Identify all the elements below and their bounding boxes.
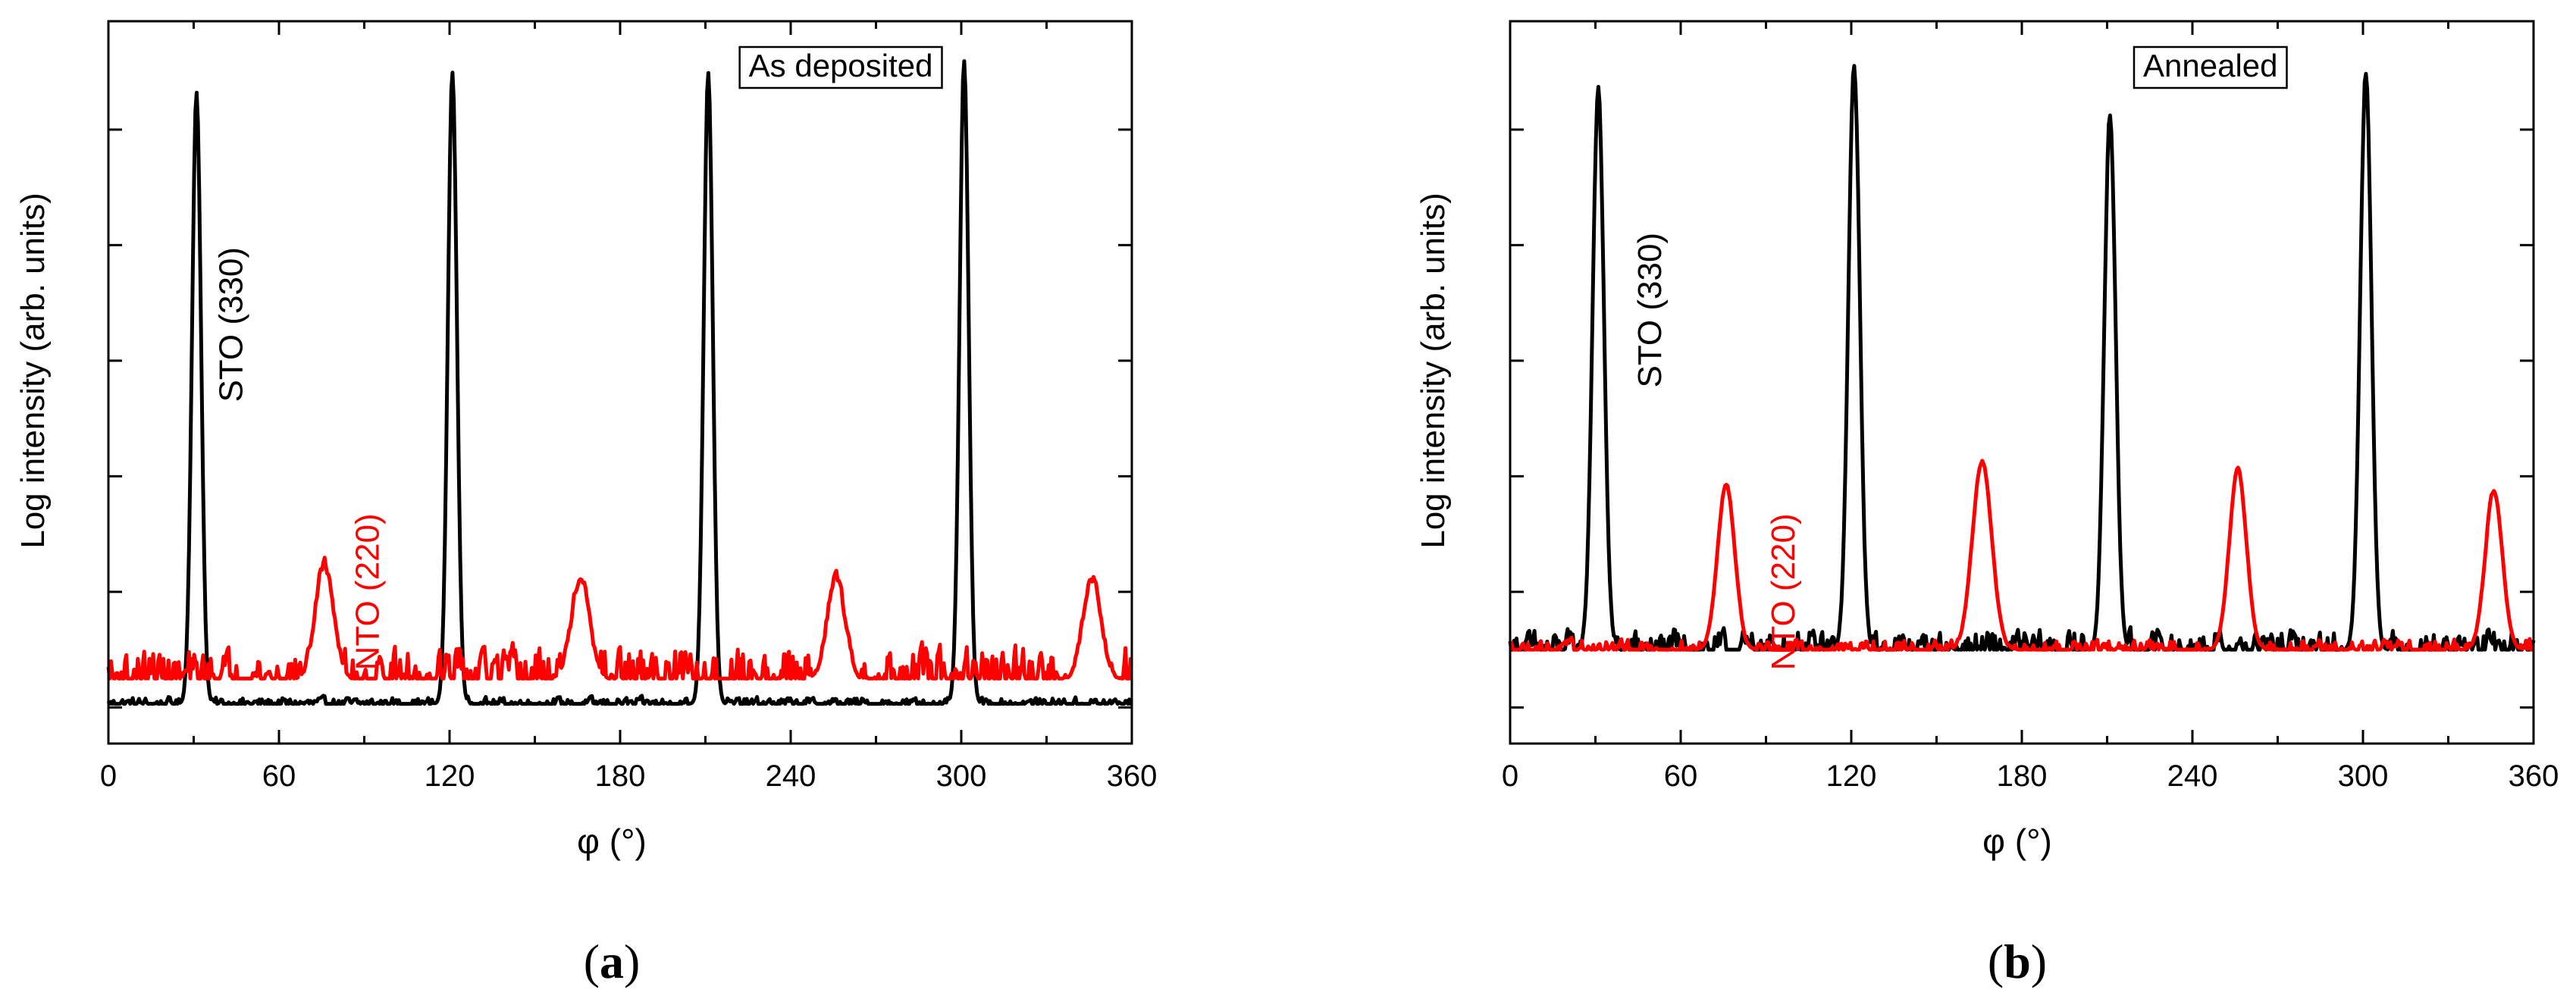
- annotation-nto-220: NTO (220): [1765, 513, 1802, 670]
- series-line-nto-220: [106, 556, 1133, 681]
- x-tick-label: 60: [1664, 759, 1698, 793]
- x-tick-label: 360: [1107, 759, 1158, 793]
- chart-panel-b: 0 60 120 180 240 300 360 Annealed STO (330) NTO (…: [1415, 20, 2559, 988]
- x-tick-label: 120: [1826, 759, 1877, 793]
- inset-label-box: [738, 45, 943, 89]
- x-tick-label: 360: [2509, 759, 2559, 793]
- series-line-nto-220: [1508, 459, 2534, 652]
- panel-label-a-close: ): [624, 935, 640, 988]
- x-tick-label: 240: [2167, 759, 2218, 793]
- x-tick-label: 180: [1997, 759, 2048, 793]
- x-tick-label: 0: [100, 759, 117, 793]
- panel-label-b-open: (: [1988, 935, 2004, 988]
- x-tick-label: 180: [595, 759, 646, 793]
- x-tick-label: 240: [766, 759, 816, 793]
- x-tick-label: 0: [1502, 759, 1518, 793]
- inset-label: As deposited: [749, 48, 933, 83]
- plot-area-a: 0 60 120 180 240 300 360 As deposited STO (330) N…: [100, 20, 1158, 793]
- y-axis-label-a: Log intensity (arb. units): [14, 193, 52, 549]
- x-tick-label: 120: [425, 759, 475, 793]
- panel-label-a-letter: a: [600, 935, 624, 988]
- panel-label-b-letter: b: [2004, 935, 2031, 988]
- annotation-sto-330: STO (330): [1631, 233, 1669, 388]
- inset-label-box: [2133, 45, 2288, 89]
- chart-panel-a: 0 60 120 180 240 300 360 As deposited STO (330) N…: [14, 20, 1158, 988]
- plot-area-b: 0 60 120 180 240 300 360 Annealed STO (330) NTO (…: [1502, 20, 2559, 793]
- x-tick-label: 60: [262, 759, 296, 793]
- panel-label-b-close: ): [2031, 935, 2047, 988]
- x-tick-label: 300: [2338, 759, 2389, 793]
- annotation-sto-330: STO (330): [212, 247, 249, 402]
- x-tick-label: 300: [936, 759, 987, 793]
- panel-label-a-open: (: [584, 935, 600, 988]
- inset-label: Annealed: [2143, 48, 2278, 83]
- y-axis-label-b: Log intensity (arb. units): [1415, 193, 1452, 549]
- series-line-sto-330: [106, 59, 1133, 706]
- panel-label-a: (a): [584, 935, 641, 988]
- x-axis-label-b: φ (°): [1982, 822, 2052, 861]
- x-axis-label-a: φ (°): [577, 822, 647, 861]
- panel-label-b: (b): [1988, 935, 2047, 988]
- plot-frame: [107, 20, 1133, 745]
- annotation-nto-220: NTO (220): [349, 513, 386, 670]
